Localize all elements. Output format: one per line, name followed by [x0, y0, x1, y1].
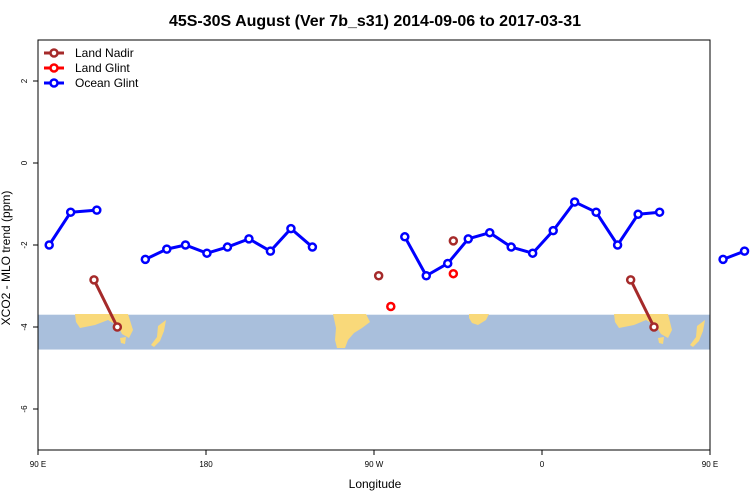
data-point-ocean-glint — [162, 244, 172, 254]
legend-marker-ocean-glint — [49, 78, 59, 88]
x-axis: 90 E 180 90 W 0 90 E — [30, 450, 718, 469]
x-tick-label: 180 — [199, 460, 213, 469]
data-point-ocean-glint — [400, 232, 410, 242]
data-point-ocean-glint — [527, 248, 538, 258]
x-tick-label: 90 E — [30, 460, 46, 469]
data-point-land-nadir — [112, 322, 123, 332]
data-point-land-nadir — [625, 275, 636, 285]
x-tick-label: 0 — [540, 460, 545, 469]
map-land — [75, 314, 705, 348]
y-tick-label: -2 — [20, 241, 29, 249]
data-point-land-nadir — [649, 322, 659, 332]
data-point-land-glint — [386, 301, 396, 312]
data-point-ocean-glint — [506, 242, 516, 252]
x-tick-label: 90 W — [365, 460, 384, 469]
data-point-ocean-glint — [463, 234, 474, 244]
legend-marker-land-glint — [49, 63, 59, 73]
data-point-land-nadir — [448, 236, 459, 246]
series-land-nadir — [89, 236, 659, 332]
data-point-ocean-glint — [421, 271, 432, 281]
data-point-ocean-glint — [442, 258, 453, 269]
land-australia-east — [614, 314, 672, 338]
y-tick-label: -4 — [20, 323, 29, 331]
data-point-ocean-glint — [244, 234, 254, 244]
series-land-glint — [386, 268, 459, 312]
series-line-land-nadir — [629, 279, 656, 328]
legend-marker-land-nadir — [49, 48, 59, 58]
legend-label-ocean-glint: Ocean Glint — [75, 76, 139, 90]
data-point-land-nadir — [89, 275, 99, 285]
x-axis-label: Longitude — [349, 477, 402, 491]
map-ocean — [38, 314, 710, 350]
map-strip — [38, 314, 710, 350]
data-point-ocean-glint — [569, 197, 580, 207]
land-new-zealand-west — [151, 320, 166, 347]
data-point-ocean-glint — [222, 242, 233, 252]
data-point-ocean-glint — [180, 240, 191, 250]
land-tasmania-east — [658, 337, 664, 344]
data-point-ocean-glint — [739, 246, 750, 256]
data-point-ocean-glint — [202, 248, 212, 258]
data-point-ocean-glint — [548, 225, 558, 236]
y-tick-label: 2 — [20, 78, 29, 83]
land-new-zealand-east — [690, 320, 705, 347]
land-tasmania-west — [120, 337, 126, 344]
land-south-america — [333, 314, 370, 348]
legend-label-land-glint: Land Glint — [75, 61, 130, 75]
data-point-ocean-glint — [286, 223, 296, 234]
series-line-land-nadir — [92, 279, 119, 328]
data-point-land-glint — [448, 268, 459, 279]
y-tick-label: 0 — [20, 160, 29, 165]
data-point-ocean-glint — [140, 254, 151, 265]
data-point-ocean-glint — [633, 209, 643, 219]
data-point-ocean-glint — [591, 207, 601, 217]
data-point-ocean-glint — [718, 254, 728, 265]
y-axis-label: XCO2 - MLO trend (ppm) — [0, 191, 13, 326]
y-tick-label: -6 — [20, 405, 29, 413]
data-point-ocean-glint — [307, 242, 318, 252]
land-australia-west — [75, 314, 133, 338]
data-point-ocean-glint — [44, 240, 54, 250]
data-point-land-nadir — [373, 271, 384, 281]
series-ocean-glint — [44, 197, 750, 281]
legend-label-land-nadir: Land Nadir — [75, 46, 134, 60]
data-point-ocean-glint — [654, 207, 665, 217]
data-point-ocean-glint — [92, 205, 102, 215]
land-south-africa — [469, 314, 489, 325]
data-point-ocean-glint — [265, 246, 276, 256]
data-point-ocean-glint — [484, 227, 495, 238]
x-tick-label: 90 E — [702, 460, 718, 469]
data-point-ocean-glint — [612, 240, 623, 250]
series-layer — [44, 197, 750, 332]
y-axis: 2 0 -2 -4 -6 — [20, 78, 38, 413]
data-point-ocean-glint — [65, 207, 76, 217]
chart-title: 45S-30S August (Ver 7b_s31) 2014-09-06 t… — [169, 13, 581, 30]
